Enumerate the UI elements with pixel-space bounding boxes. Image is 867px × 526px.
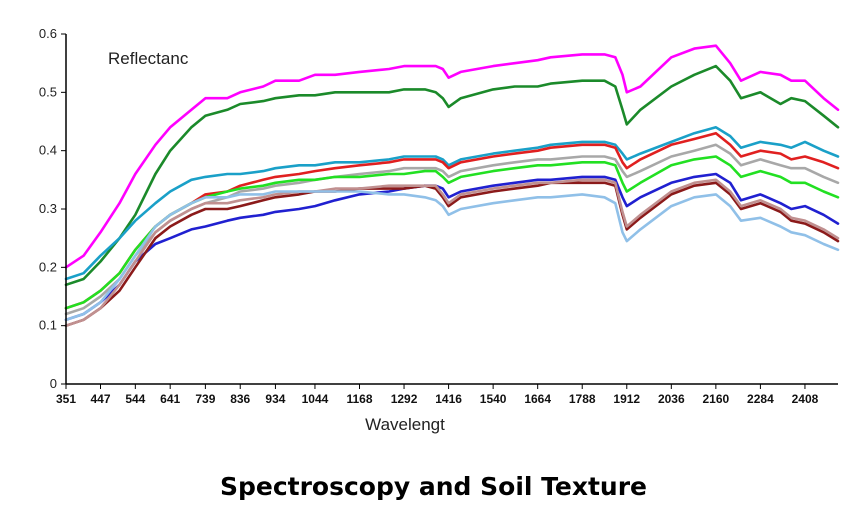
x-tick-label: 1912	[613, 392, 640, 406]
y-tick-label: 0.6	[39, 26, 57, 41]
x-tick-label: 1664	[524, 392, 551, 406]
x-tick-label: 934	[265, 392, 285, 406]
x-tick-label: 641	[160, 392, 180, 406]
x-tick-label: 2160	[703, 392, 730, 406]
y-tick-label: 0.3	[39, 201, 57, 216]
series-line-5	[64, 143, 840, 316]
x-tick-label: 447	[90, 392, 110, 406]
x-tick-label: 739	[195, 392, 215, 406]
figure-caption: Spectroscopy and Soil Texture	[219, 472, 648, 501]
x-tick-label: 1044	[302, 392, 329, 406]
series-line-2	[64, 64, 840, 287]
y-tick-label: 0.1	[39, 318, 57, 333]
series-line-3	[64, 126, 840, 281]
x-tick-label: 544	[125, 392, 145, 406]
y-tick-label: 0	[50, 376, 57, 391]
series-line-10	[64, 190, 840, 322]
x-tick-label: 2036	[658, 392, 685, 406]
y-tick-group: 0 0.1 0.2 0.3 0.4 0.5 0.6	[39, 26, 66, 391]
x-tick-label: 1788	[569, 392, 596, 406]
y-tick-label: 0.4	[39, 143, 57, 158]
x-tick-label: 351	[56, 392, 76, 406]
y-tick-label: 0.2	[39, 259, 57, 274]
y-axis-label: Reflectanc	[108, 49, 189, 68]
spectra-chart: 0 0.1 0.2 0.3 0.4 0.5 0.6 351 447 544 641 739 836 93…	[39, 26, 840, 434]
x-tick-label: 1292	[391, 392, 418, 406]
x-tick-label: 2284	[747, 392, 774, 406]
series-line-1	[64, 44, 840, 269]
series-layer	[64, 44, 840, 328]
x-tick-label: 1540	[480, 392, 507, 406]
x-axis-label: Wavelengt	[365, 415, 445, 434]
x-tick-label: 836	[230, 392, 250, 406]
y-tick-label: 0.5	[39, 84, 57, 99]
x-tick-label: 2408	[792, 392, 819, 406]
series-line-7	[64, 172, 840, 322]
x-tick-label: 1168	[346, 392, 372, 406]
series-line-8	[64, 181, 840, 328]
series-line-9	[64, 178, 840, 328]
x-tick-label: 1416	[435, 392, 462, 406]
x-tick-group: 351 447 544 641 739 836 934 1044 1168 1292 1416 154…	[56, 384, 819, 406]
